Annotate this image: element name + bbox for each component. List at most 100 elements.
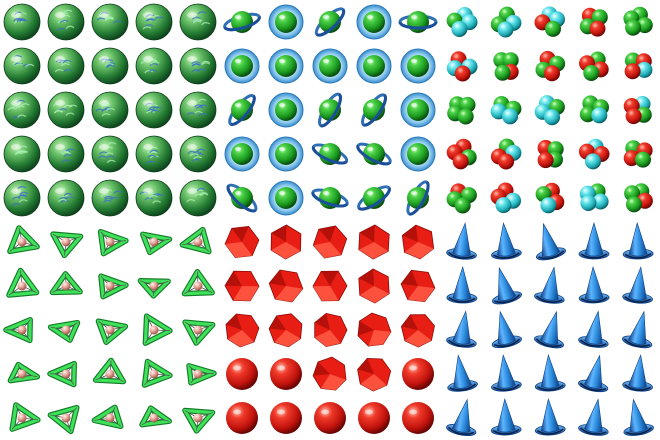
object-thumbnail — [447, 7, 478, 37]
object-thumbnail — [313, 49, 347, 83]
object-thumbnail — [225, 226, 259, 257]
object-thumbnail — [4, 4, 40, 40]
object-thumbnail — [10, 228, 37, 251]
object-thumbnail — [189, 366, 214, 383]
object-thumbnail — [580, 8, 608, 37]
panel-green-textured-spheres — [4, 4, 216, 216]
object-thumbnail — [447, 96, 475, 124]
object-thumbnail — [619, 397, 655, 438]
object-thumbnail — [580, 95, 609, 123]
object-thumbnail — [577, 352, 614, 394]
object-thumbnail — [4, 48, 40, 84]
object-thumbnail — [578, 266, 609, 303]
object-thumbnail — [578, 309, 613, 349]
object-thumbnail — [136, 136, 172, 172]
object-thumbnail — [533, 398, 565, 436]
object-thumbnail — [271, 225, 301, 259]
object-thumbnail — [359, 92, 390, 128]
object-thumbnail — [185, 322, 213, 343]
object-thumbnail — [621, 308, 658, 350]
object-thumbnail — [493, 52, 518, 81]
object-thumbnail — [491, 7, 522, 38]
panel-green-spheres-with-blue-rings — [223, 5, 436, 217]
object-thumbnail — [446, 309, 481, 349]
object-thumbnail — [358, 313, 391, 346]
object-thumbnail — [225, 271, 259, 301]
object-thumbnail — [402, 358, 434, 390]
object-thumbnail — [446, 397, 482, 438]
object-thumbnail — [622, 223, 653, 260]
object-thumbnail — [400, 11, 436, 33]
object-thumbnail — [447, 267, 478, 304]
object-thumbnail — [92, 136, 128, 172]
object-thumbnail — [356, 183, 393, 213]
object-thumbnail — [447, 139, 477, 170]
panel-red-polyhedra — [225, 225, 435, 434]
object-thumbnail — [180, 136, 216, 172]
object-thumbnail — [404, 179, 432, 216]
object-thumbnail — [401, 315, 434, 347]
object-thumbnail — [53, 234, 81, 255]
object-thumbnail — [402, 402, 434, 434]
object-thumbnail — [48, 48, 84, 84]
object-thumbnail — [625, 53, 653, 80]
object-thumbnail — [180, 48, 216, 84]
object-thumbnail — [92, 92, 128, 128]
object-thumbnail — [401, 93, 435, 127]
object-thumbnail — [270, 402, 302, 434]
object-thumbnail — [143, 234, 170, 252]
object-thumbnail — [52, 274, 80, 293]
object-thumbnail — [269, 93, 303, 127]
object-thumbnail — [180, 180, 216, 216]
object-thumbnail — [51, 323, 78, 340]
object-thumbnail — [359, 225, 389, 259]
object-thumbnail — [489, 222, 522, 261]
object-thumbnail — [401, 270, 435, 301]
object-thumbnail — [180, 92, 216, 128]
object-thumbnail — [223, 11, 261, 33]
object-thumbnail — [579, 139, 610, 170]
object-thumbnail — [624, 183, 653, 212]
object-thumbnail — [94, 407, 120, 426]
object-thumbnail — [92, 4, 128, 40]
object-thumbnail — [313, 5, 347, 38]
object-thumbnail — [136, 180, 172, 216]
object-thumbnail — [491, 139, 522, 170]
object-thumbnail — [225, 49, 259, 83]
object-thumbnail — [358, 402, 390, 434]
object-thumbnail — [12, 405, 38, 429]
object-thumbnail — [269, 49, 303, 83]
object-thumbnail — [269, 270, 303, 302]
object-thumbnail — [535, 7, 566, 37]
object-thumbnail — [182, 230, 208, 252]
object-thumbnail — [311, 141, 349, 166]
object-thumbnail — [92, 48, 128, 84]
object-thumbnail — [311, 187, 349, 210]
object-thumbnail — [136, 48, 172, 84]
object-thumbnail — [357, 5, 391, 39]
object-thumbnail — [359, 269, 389, 303]
object-thumbnail — [48, 180, 84, 216]
object-thumbnail — [48, 136, 84, 172]
object-thumbnail — [225, 137, 259, 171]
object-thumbnail — [180, 4, 216, 40]
object-thumbnail — [358, 358, 391, 391]
object-thumbnail — [226, 314, 259, 347]
object-thumbnail — [145, 362, 170, 385]
object-thumbnail — [101, 276, 126, 296]
object-thumbnail — [447, 183, 477, 213]
object-thumbnail — [92, 180, 128, 216]
object-thumbnail — [315, 313, 347, 346]
object-thumbnail — [488, 354, 522, 393]
object-thumbnail — [269, 137, 303, 171]
object-thumbnail — [533, 354, 565, 392]
object-thumbnail — [4, 136, 40, 172]
object-thumbnail — [485, 264, 523, 306]
object-thumbnail — [624, 140, 653, 167]
object-thumbnail — [622, 266, 656, 305]
object-thumbnail — [536, 51, 566, 81]
object-thumbnail — [579, 223, 609, 259]
object-thumbnail — [446, 221, 480, 260]
object-thumbnail — [4, 180, 40, 216]
